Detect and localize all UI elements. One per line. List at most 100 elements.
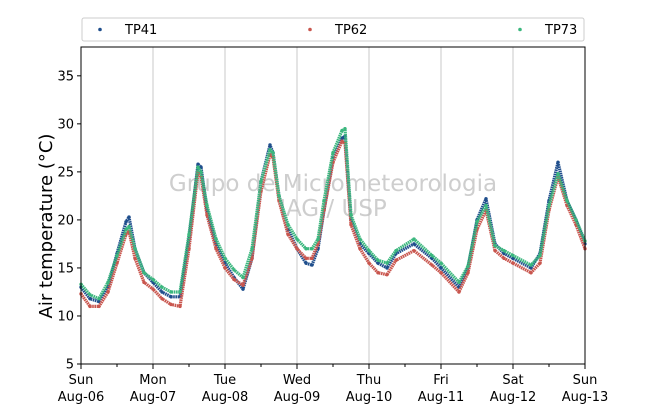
data-point — [169, 302, 173, 307]
x-tick-date-label: Aug-06 — [58, 390, 105, 405]
data-point — [127, 224, 131, 229]
data-point — [151, 287, 155, 291]
data-point — [367, 248, 371, 253]
data-point — [106, 280, 110, 285]
data-point — [169, 290, 173, 294]
x-tick-date-label: Aug-09 — [274, 390, 321, 405]
data-point — [124, 220, 128, 224]
y-tick-label: 15 — [57, 261, 74, 276]
data-point — [394, 258, 398, 262]
y-tick-label: 5 — [66, 358, 74, 373]
data-point — [376, 271, 380, 275]
data-point — [349, 223, 353, 227]
data-point — [250, 256, 254, 261]
data-point — [250, 247, 254, 251]
series-trace — [79, 127, 587, 301]
data-point — [475, 220, 479, 224]
data-point — [322, 198, 326, 203]
x-tick-date-label: Aug-12 — [490, 390, 537, 405]
data-point — [385, 272, 389, 277]
series-TP73 — [79, 126, 587, 301]
data-point — [199, 170, 203, 174]
data-point — [115, 253, 119, 258]
data-point — [430, 253, 434, 258]
watermark-line-1: Grupo de Micrometeorologia — [169, 171, 497, 197]
y-tick-label: 10 — [57, 309, 74, 324]
data-point — [343, 126, 347, 131]
data-point — [88, 296, 92, 301]
x-tick-date-label: Aug-07 — [130, 390, 177, 405]
data-point — [196, 162, 200, 166]
x-tick-date-label: Aug-10 — [346, 390, 393, 405]
data-point — [214, 237, 218, 241]
legend-label-TP62: TP62 — [334, 23, 367, 38]
data-point — [376, 261, 380, 265]
data-point — [310, 263, 314, 267]
data-point — [511, 261, 515, 265]
data-point — [358, 247, 362, 251]
data-point — [340, 139, 344, 143]
data-point — [268, 143, 272, 147]
y-tick-label: 30 — [57, 117, 74, 132]
x-tick-day-label: Tue — [213, 373, 236, 388]
data-point — [502, 256, 506, 261]
data-point — [331, 150, 335, 155]
legend-marker-TP73 — [518, 27, 522, 32]
data-point — [259, 179, 263, 184]
data-point — [178, 304, 182, 309]
data-point — [340, 128, 344, 133]
data-point — [484, 197, 488, 201]
data-point — [412, 237, 416, 241]
x-tick-day-label: Sun — [573, 373, 598, 388]
data-point — [304, 261, 308, 265]
data-point — [538, 261, 542, 265]
data-point — [385, 266, 389, 270]
data-point — [241, 287, 245, 291]
data-point — [160, 296, 164, 301]
data-point — [304, 247, 308, 251]
data-point — [88, 293, 92, 297]
data-point — [214, 247, 218, 251]
data-point — [106, 290, 110, 294]
x-tick-day-label: Sun — [69, 373, 94, 388]
data-point — [439, 261, 443, 265]
data-point — [565, 198, 569, 203]
data-point — [394, 248, 398, 253]
data-point — [178, 290, 182, 294]
data-point — [199, 165, 203, 169]
data-point — [196, 165, 200, 169]
data-point — [502, 248, 506, 253]
data-point — [310, 247, 314, 251]
series-layer — [79, 126, 587, 309]
data-point — [556, 172, 560, 176]
data-point — [358, 237, 362, 241]
y-tick-label: 20 — [57, 213, 74, 228]
data-point — [232, 268, 236, 272]
data-point — [133, 256, 137, 261]
x-tick-day-label: Sat — [502, 373, 523, 388]
data-point — [223, 266, 227, 270]
data-point — [493, 244, 497, 248]
y-tick-label: 25 — [57, 165, 74, 180]
data-point — [511, 256, 515, 261]
data-point — [316, 237, 320, 241]
data-point — [466, 264, 470, 268]
data-point — [556, 160, 560, 164]
data-point — [223, 256, 227, 261]
data-point — [529, 271, 533, 275]
data-point — [160, 290, 164, 294]
data-point — [295, 237, 299, 241]
legend-marker-TP62 — [308, 27, 312, 32]
x-tick-day-label: Fri — [433, 373, 449, 388]
data-point — [124, 227, 128, 232]
watermark-line-2: IAG / USP — [279, 196, 387, 222]
data-point — [88, 304, 92, 309]
data-point — [142, 280, 146, 285]
data-point — [310, 256, 314, 261]
data-point — [385, 261, 389, 265]
x-tick-day-label: Mon — [139, 373, 166, 388]
y-tick-label: 35 — [57, 69, 74, 84]
data-point — [304, 256, 308, 261]
data-point — [97, 304, 101, 309]
